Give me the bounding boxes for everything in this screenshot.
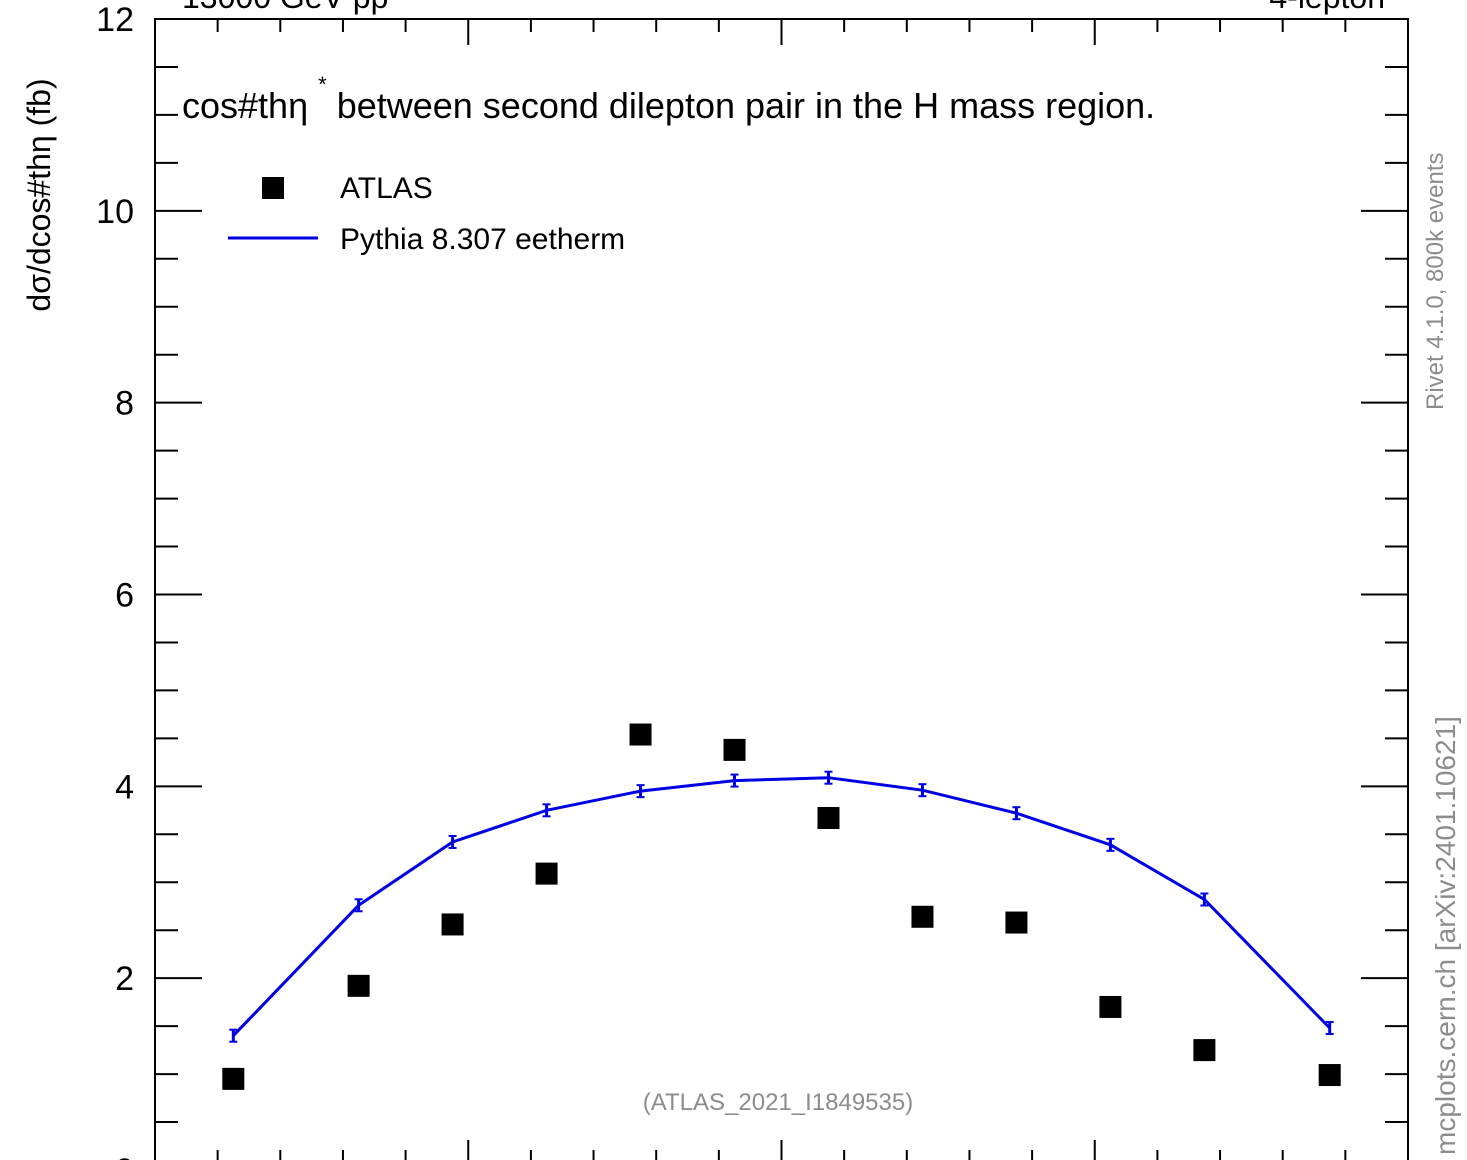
atlas-point [535, 862, 558, 885]
y-tick-label: 6 [115, 577, 134, 615]
plot-title-main: cos#thη [182, 85, 308, 126]
atlas-point [911, 905, 934, 928]
atlas-point [1318, 1064, 1341, 1087]
header-left: 13000 GeV pp [182, 0, 388, 15]
y-tick-labels: 0 2 4 6 8 10 12 [96, 1, 134, 1160]
y-tick-label: 2 [115, 960, 134, 998]
atlas-point [441, 913, 464, 936]
y-tick-label: 8 [115, 385, 134, 423]
pythia-line [232, 776, 1331, 1037]
legend-label-pythia: Pythia 8.307 eetherm [340, 223, 625, 256]
rivet-label: Rivet 4.1.0, 800k events [1422, 153, 1449, 410]
legend-marker-atlas [262, 177, 284, 199]
atlas-point [1005, 911, 1028, 934]
legend: ATLAS Pythia 8.307 eetherm [228, 172, 625, 256]
header-right: 4-lepton [1269, 0, 1385, 15]
series-atlas [222, 723, 1341, 1090]
atlas-point [629, 723, 652, 746]
analysis-id: (ATLAS_2021_I1849535) [643, 1089, 913, 1116]
y-axis-label: dσ/dcos#thη (fb) [21, 78, 57, 311]
mcplots-label: mcplots.cern.ch [arXiv:2401.10621] [1430, 716, 1461, 1155]
y-tick-label: 4 [115, 768, 134, 806]
atlas-point [817, 806, 840, 829]
y-tick-label: 10 [96, 193, 134, 231]
y-tick-label: 0 [115, 1152, 134, 1160]
series-pythia [229, 770, 1334, 1043]
plot-title-rest: between second dilepton pair in the H ma… [337, 85, 1156, 126]
axis-ticks [154, 18, 1409, 1160]
atlas-point [222, 1067, 245, 1090]
plot-title-sup: * [318, 72, 327, 97]
atlas-point [1099, 995, 1122, 1018]
atlas-point [723, 738, 746, 761]
legend-label-atlas: ATLAS [340, 172, 433, 205]
y-tick-label: 12 [96, 1, 134, 39]
atlas-point [347, 974, 370, 997]
plot-title: cos#thη * between second dilepton pair i… [182, 59, 1155, 126]
atlas-point [1193, 1039, 1216, 1062]
